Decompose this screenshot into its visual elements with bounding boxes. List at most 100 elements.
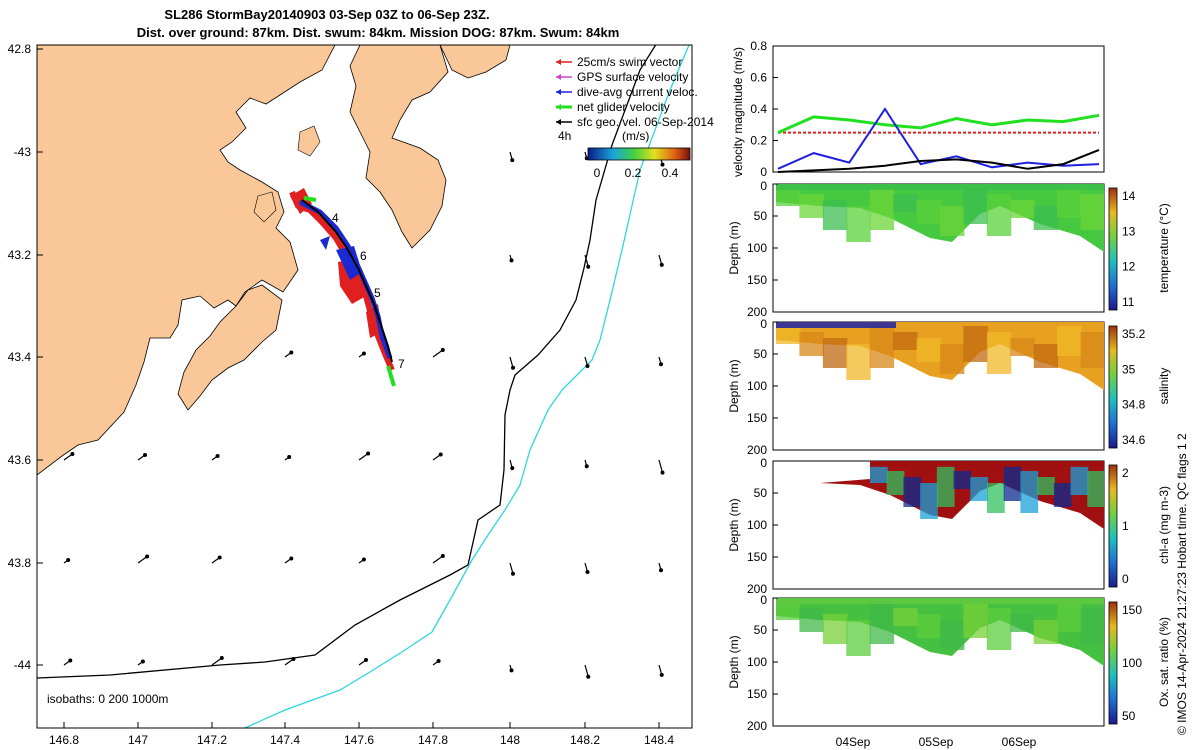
colorbar-tick: 35.2 [1122, 327, 1146, 341]
current-vector [509, 356, 515, 370]
current-vector [358, 351, 366, 358]
y-tick-label: 0 [760, 456, 767, 470]
y-tick-label: 50 [754, 486, 768, 500]
legend-entry: sfc geo. vel. 06-Sep-2014 [556, 115, 714, 129]
y-tick-label: 50 [754, 209, 768, 223]
date-tick: 04Sep [836, 735, 871, 749]
current-vector [584, 356, 590, 368]
legend-entry: net glider velocity [556, 100, 670, 114]
section-ylabel: Depth (m) [727, 498, 741, 551]
y-tick-label: 200 [747, 719, 767, 733]
land-east [349, 45, 449, 249]
y-tick-label: 0.8 [750, 39, 767, 53]
x-tick-label: 147.8 [418, 733, 448, 747]
time-label: 4h [558, 129, 571, 143]
legend-entry: dive-avg current veloc. [556, 85, 698, 99]
current-vector [358, 451, 371, 461]
section-ylabel: Depth (m) [727, 635, 741, 688]
section-ylabel: Depth (m) [727, 359, 741, 412]
x-tick-label: 147.2 [197, 733, 227, 747]
current-vector [284, 455, 292, 461]
title-line1: SL286 StormBay20140903 03-Sep 03Z to 06-… [164, 7, 489, 22]
current-vector [211, 656, 224, 666]
current-vector [63, 558, 71, 564]
current-vector [658, 459, 665, 475]
y-tick-label: 50 [754, 347, 768, 361]
y-tick-label: 0 [760, 179, 767, 193]
current-vectors [63, 151, 665, 679]
colorbar-tick: 34.8 [1122, 398, 1146, 412]
section-colorbar [1108, 601, 1118, 725]
current-vector [509, 254, 514, 263]
colorbar-tick: 1 [1122, 519, 1129, 533]
x-tick-label: 147.4 [270, 733, 300, 747]
velocity-series-line [777, 148, 1100, 173]
y-tick-label: 42.8 [8, 42, 32, 56]
section-colorbar [1108, 464, 1118, 588]
legend-entry: GPS surface velocity [556, 70, 688, 84]
current-vector [658, 254, 664, 267]
velocity-frame [772, 45, 1105, 173]
date-ticks: 04Sep 05Sep 06Sep [836, 735, 1037, 749]
map-content: 4 6 5 7 [37, 45, 690, 728]
y-tick-label: 0.2 [750, 134, 767, 148]
section-ylabel: Depth (m) [727, 221, 741, 274]
colorbar-tick: 12 [1122, 260, 1136, 274]
current-vector [137, 659, 145, 666]
legend-label: GPS surface velocity [577, 70, 688, 84]
current-vector [658, 356, 663, 367]
x-tick-label: 148.4 [644, 733, 674, 747]
current-vector [432, 554, 445, 564]
velocity-panel: 0 0.2 0.4 0.6 0.8 velocity magnitude (m/s) [731, 39, 1105, 179]
colorbar-label: chl-a (mg m-3) [1157, 486, 1171, 564]
colorbar-tick: 2 [1122, 466, 1129, 480]
waypoint-label: 5 [374, 286, 381, 300]
colorbar-tick: 0 [594, 166, 601, 180]
y-tick-label: 43.2 [8, 248, 32, 262]
current-vector [211, 555, 222, 564]
colorbar-tick: 0 [1122, 572, 1129, 586]
current-vector [284, 350, 294, 358]
glider-track [289, 188, 396, 387]
current-vector [432, 452, 443, 461]
footer-credit: © IMOS 14-Apr-2024 21:27:23 Hobart time.… [1175, 433, 1189, 735]
current-vector [509, 459, 515, 471]
velocity-series [777, 107, 1100, 173]
current-vector [584, 254, 591, 269]
current-vector [658, 562, 663, 573]
isobath-200m [37, 45, 657, 679]
y-tick-label: 0 [760, 317, 767, 331]
current-vector [284, 556, 294, 564]
section-y-ticks: 0 50 100 150 200 [747, 593, 778, 733]
section-y-ticks: 0 50 100 150 200 [747, 456, 778, 596]
legend-label: dive-avg current veloc. [577, 85, 698, 99]
y-tick-label: 200 [747, 582, 767, 596]
track-end-green [303, 196, 396, 387]
y-tick-label: 100 [747, 241, 767, 255]
legend-entry: 25cm/s swim vector [556, 55, 682, 69]
colorbar-tick: 0.4 [662, 166, 679, 180]
current-vector [658, 664, 664, 677]
velocity-series-line [777, 113, 1100, 134]
colorbar-tick: 14 [1122, 189, 1136, 203]
waypoint-label: 4 [332, 211, 339, 225]
track-swim-red-blobs [290, 188, 382, 338]
current-vector [584, 459, 589, 469]
y-tick-label: 100 [747, 655, 767, 669]
colorbar-tick: 0.2 [625, 166, 642, 180]
current-vector [509, 151, 515, 163]
current-vector [432, 348, 445, 358]
date-tick: 05Sep [919, 735, 954, 749]
isobath-1000m [244, 45, 690, 728]
current-vector [584, 562, 590, 574]
y-tick-label: 100 [747, 379, 767, 393]
y-tick-label: 50 [754, 623, 768, 637]
waypoint-label: 7 [398, 357, 405, 371]
y-tick-label: 0.6 [750, 71, 767, 85]
land-northeast [439, 45, 511, 79]
current-vector [284, 657, 296, 666]
x-tick-label: 147.6 [344, 733, 374, 747]
legend-label: net glider velocity [577, 100, 670, 114]
